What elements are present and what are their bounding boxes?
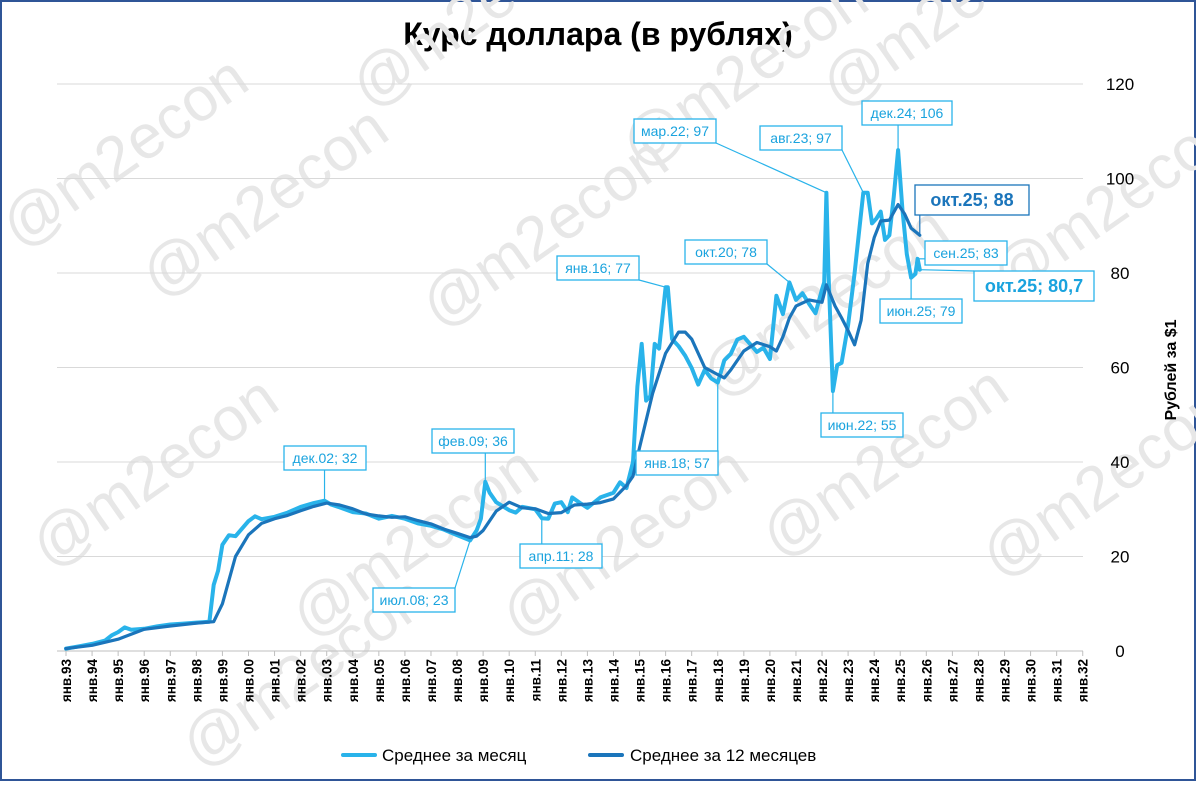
- annotation-label: июн.25; 79: [887, 303, 956, 319]
- x-tick-label: янв.22: [815, 659, 830, 702]
- watermark-text: @m2econ: [18, 362, 290, 581]
- annotation-box: [633, 118, 717, 144]
- annotation-label: апр.11; 28: [529, 548, 594, 564]
- y-tick-label: 40: [1111, 453, 1130, 472]
- x-tick-label: янв.09: [476, 659, 491, 702]
- annotation-label: янв.18; 57: [644, 455, 710, 471]
- annotation-leader: [715, 142, 827, 194]
- y-tick-label: 80: [1111, 264, 1130, 283]
- annotation-leader: [766, 263, 790, 283]
- annotation-box: [973, 270, 1095, 302]
- x-tick-label: янв.97: [163, 659, 178, 702]
- y-tick-label: 0: [1115, 642, 1124, 661]
- annotation-box: [519, 543, 603, 569]
- annotation-box: [879, 298, 963, 324]
- x-tick-label: янв.08: [450, 659, 465, 703]
- x-tick-label: янв.24: [867, 659, 882, 703]
- annotation-box: [684, 239, 768, 265]
- annotation-leader: [638, 279, 666, 288]
- annotation-label: фев.09; 36: [438, 433, 508, 449]
- chart-title: Курс доллара (в рублях): [403, 16, 793, 52]
- y-axis-label: Рублей за $1: [1163, 319, 1180, 420]
- x-tick-label: янв.95: [111, 659, 126, 703]
- x-tick-label: янв.23: [841, 659, 856, 703]
- annotation-label: авг.23; 97: [770, 130, 832, 146]
- x-tick-label: янв.04: [346, 659, 361, 703]
- x-tick-label: янв.02: [294, 659, 309, 702]
- x-tick-label: янв.12: [554, 659, 569, 702]
- x-tick-label: янв.13: [580, 659, 595, 703]
- x-tick-label: янв.26: [919, 659, 934, 703]
- x-tick-label: янв.32: [1076, 659, 1091, 702]
- x-tick-label: янв.29: [998, 659, 1013, 702]
- x-tick-label: янв.30: [1024, 659, 1039, 702]
- annotation-box: [372, 587, 456, 613]
- annotations-layer: дек.02; 32 июл.08; 23 фев.09; 36 апр.11; 28…: [283, 100, 1095, 613]
- x-tick-label: янв.96: [137, 659, 152, 703]
- annotation-box: [820, 412, 904, 438]
- annotation-label: окт.20; 78: [695, 244, 757, 260]
- annotation-label: окт.25; 88: [930, 190, 1013, 210]
- annotation-box: [283, 445, 367, 471]
- annotation-label: янв.16; 77: [565, 260, 631, 276]
- x-tick-label: янв.00: [241, 659, 256, 702]
- x-tick-label: янв.18: [711, 659, 726, 703]
- legend-label-monthly: Среднее за месяц: [382, 746, 527, 765]
- watermark-text: @m2econ: [338, 0, 610, 121]
- annotation-box: [914, 184, 1030, 216]
- annotation-label: сен.25; 83: [933, 245, 999, 261]
- annotation-leader: [841, 149, 864, 193]
- x-tick-label: янв.28: [971, 659, 986, 703]
- annotation-leader: [454, 540, 471, 589]
- series-line-monthly: [64, 148, 922, 651]
- annotation-label: июн.22; 55: [828, 417, 897, 433]
- annotation-label: окт.25; 80,7: [985, 276, 1083, 296]
- legend-label-annual: Среднее за 12 месяцев: [630, 746, 816, 765]
- x-tick-label: янв.17: [685, 659, 700, 702]
- y-tick-label: 20: [1111, 548, 1130, 567]
- series-layer: [64, 148, 922, 651]
- x-tick-label: янв.27: [945, 659, 960, 702]
- series-line-annual: [64, 202, 922, 651]
- x-tick-label: янв.03: [320, 659, 335, 703]
- annotation-label: июл.08; 23: [380, 592, 449, 608]
- x-tick-label: янв.15: [633, 659, 648, 703]
- x-tick-label: янв.14: [606, 659, 621, 703]
- x-tick-label: янв.99: [215, 659, 230, 702]
- annotation-box: [924, 240, 1008, 266]
- annotation-box: [759, 125, 843, 151]
- x-tick-label: янв.31: [1050, 659, 1065, 703]
- x-tick-label: янв.94: [85, 659, 100, 703]
- x-tick-label: янв.01: [268, 659, 283, 703]
- x-tick-label: янв.93: [59, 659, 74, 703]
- x-tick-label: янв.25: [893, 659, 908, 703]
- x-tick-label: янв.10: [502, 659, 517, 702]
- annotation-leader: [919, 269, 975, 272]
- annotation-label: дек.24; 106: [871, 105, 944, 121]
- annotation-box: [556, 255, 640, 281]
- x-tick-label: янв.20: [763, 659, 778, 702]
- annotation-box: [635, 450, 719, 476]
- x-tick-label: янв.16: [659, 659, 674, 703]
- x-tick-label: янв.19: [737, 659, 752, 702]
- x-tick-label: янв.07: [424, 659, 439, 702]
- legend: Среднее за месяц Среднее за 12 месяцев: [341, 746, 816, 765]
- annotation-label: дек.02; 32: [293, 450, 358, 466]
- y-tick-label: 120: [1106, 75, 1134, 94]
- x-tick-label: янв.05: [372, 659, 387, 703]
- x-axis: янв.93 янв.94 янв.95 янв.96 янв.97 янв.98 янв.…: [59, 651, 1091, 702]
- x-tick-label: янв.98: [189, 659, 204, 703]
- y-tick-label: 100: [1106, 170, 1134, 189]
- x-tick-label: янв.11: [528, 659, 543, 702]
- annotation-label: мар.22; 97: [641, 123, 709, 139]
- y-axis: 0 20 40 60 80 100 120: [1106, 75, 1134, 661]
- y-tick-label: 60: [1111, 359, 1130, 378]
- annotation-box: [431, 428, 515, 454]
- x-tick-label: янв.21: [789, 659, 804, 703]
- annotation-box: [861, 100, 953, 126]
- x-tick-label: янв.06: [398, 659, 413, 703]
